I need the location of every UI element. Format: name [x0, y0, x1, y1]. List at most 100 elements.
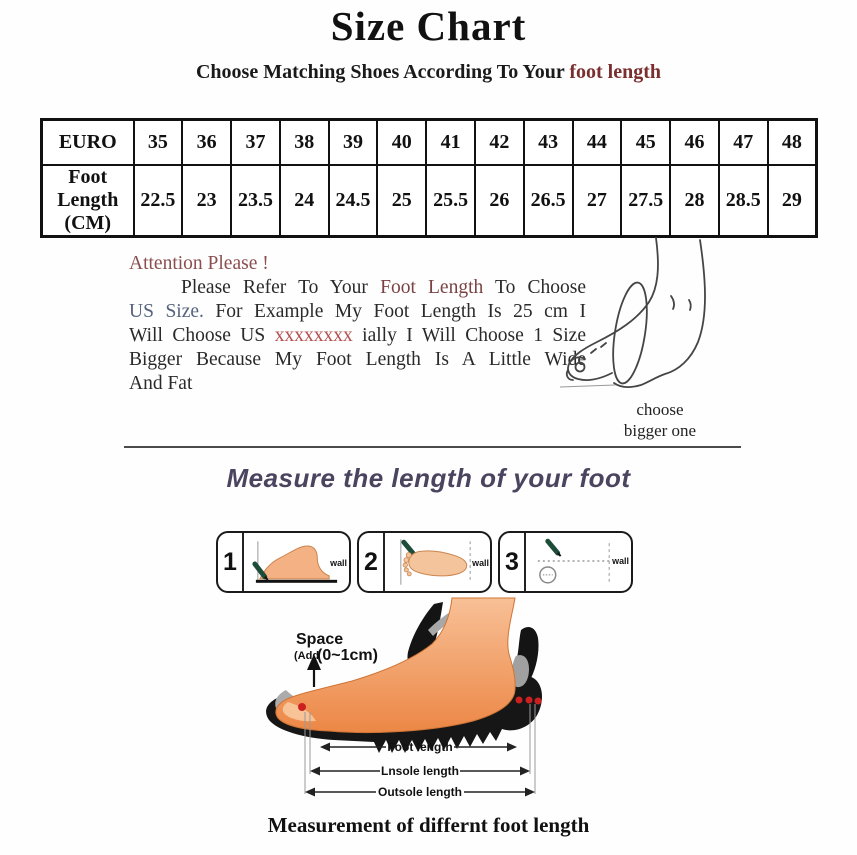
- space-label: Space: [296, 631, 343, 648]
- attention-line: US Size. For Example My Foot Length Is 2…: [129, 300, 586, 324]
- foot-sketch-ankle-tick: [670, 295, 692, 311]
- arrow-head: [520, 766, 530, 776]
- heel-marker-dot: [525, 696, 533, 704]
- foot-sketch-front-line: [567, 237, 659, 381]
- foot-length-label: Foot length: [387, 740, 452, 754]
- attention-heading: Attention Please !: [129, 253, 269, 274]
- table-row-euro: EURO 35 36 37 38 39 40 41 42 43 44 45 46…: [40, 118, 818, 166]
- table-cell: 25.5: [425, 163, 476, 237]
- bottom-caption: Measurement of differnt foot length: [267, 813, 590, 837]
- step-number: 2: [364, 547, 378, 576]
- step-number: 3: [505, 547, 519, 576]
- table-cell: 39: [327, 118, 379, 166]
- table-cell: 43: [522, 118, 574, 166]
- toe-bump: [402, 562, 408, 568]
- table-cell: 26.5: [522, 163, 574, 237]
- note-line: choose: [636, 400, 684, 419]
- table-cell: 46: [669, 118, 720, 166]
- subtitle-accent: foot length: [569, 61, 662, 83]
- attention-line: Please Refer To Your Foot Length To Choo…: [129, 276, 586, 300]
- tape-measure-icon: [539, 566, 557, 584]
- step-divider: [383, 533, 385, 591]
- attention-line: Will Choose US xxxxxxxx ially I Will Cho…: [129, 324, 586, 348]
- table-cell: 28.5: [717, 163, 769, 237]
- toe-marker-dot: [298, 703, 306, 711]
- table-cell: 28: [669, 163, 720, 237]
- foot-sketch-back-line: [613, 239, 706, 388]
- attention-line: And Fat: [129, 373, 193, 394]
- attention-text: Will Choose US: [129, 325, 275, 346]
- step-divider: [242, 533, 244, 591]
- foot-length-diagram: Space (Add (0~1cm) Foot length Lnsole le…: [266, 597, 542, 799]
- table-cell: 44: [571, 118, 623, 166]
- pen-tip: [556, 552, 562, 557]
- insole-length-label: Lnsole length: [381, 764, 459, 778]
- table-cell: 23.5: [230, 163, 281, 237]
- size-table: EURO 35 36 37 38 39 40 41 42 43 44 45 46…: [40, 118, 818, 238]
- baseline-bar: [255, 579, 338, 583]
- page-title: Size Chart: [330, 3, 527, 49]
- table-cell: 47: [717, 118, 769, 166]
- note-line: bigger one: [623, 421, 697, 440]
- attention-text-crossed: xxxxxxxx: [274, 325, 353, 346]
- foot-sketch-toe-curve: [569, 356, 586, 363]
- table-cell: 40: [376, 118, 428, 166]
- pointer-line: [560, 384, 616, 388]
- wall-label: wall: [329, 558, 347, 568]
- arrow-head: [507, 742, 517, 752]
- table-cell: 36: [181, 118, 233, 166]
- toe-bump: [405, 552, 412, 559]
- green-pen-icon: [545, 538, 561, 556]
- attention-text-us-size: US Size.: [129, 301, 204, 322]
- shoe-outsole: [266, 676, 542, 753]
- attention-text: Please Refer To Your: [181, 277, 381, 298]
- table-cell: 24: [278, 163, 330, 237]
- step-number: 1: [223, 547, 237, 576]
- arrow-head: [310, 766, 320, 776]
- step-2-illustration: wall: [400, 539, 489, 585]
- table-cell: 48: [766, 118, 818, 166]
- table-header-euro: EURO: [40, 118, 135, 166]
- table-cell: 41: [425, 118, 476, 166]
- table-cell: 24.5: [327, 163, 379, 237]
- wall-label: wall: [611, 556, 629, 566]
- green-pen-icon: [252, 561, 268, 580]
- space-arrow-head: [307, 654, 321, 670]
- arrow-head: [305, 787, 315, 797]
- toe-bump: [403, 567, 409, 573]
- section-divider: [124, 446, 741, 448]
- subtitle: Choose Matching Shoes According To Your …: [0, 61, 857, 84]
- wall-label: wall: [471, 558, 489, 568]
- measuring-steps-row: 1 wall 2: [216, 531, 633, 593]
- table-cell: 27: [571, 163, 623, 237]
- toe-bump: [403, 557, 410, 563]
- table-cell: 23: [181, 163, 233, 237]
- attention-text: For Example My Foot Length Is 25 cm I: [203, 301, 586, 322]
- foot-sketch-toe-crease: [590, 342, 607, 354]
- foot-sketch-big-toe: [574, 361, 586, 373]
- toe-highlight: [282, 702, 316, 722]
- attention-line: Bigger Because My Foot Length Is A Littl…: [129, 349, 586, 370]
- insole-heel-patch: [511, 655, 529, 688]
- table-cell: 29: [766, 163, 818, 237]
- foot-sole-shape: [408, 550, 468, 577]
- toe-bump: [406, 571, 412, 577]
- measure-section-heading: Measure the length of your foot: [226, 463, 631, 493]
- row-label-line: Length: [57, 188, 119, 211]
- attention-text: To Choose: [483, 277, 587, 298]
- heel-marker-dot: [534, 697, 542, 705]
- row-label-line: (CM): [64, 211, 112, 234]
- table-cell: 45: [620, 118, 672, 166]
- green-pen-icon: [401, 539, 417, 557]
- attention-block: Attention Please ! Please Refer To Your …: [129, 252, 586, 396]
- table-header-foot-length: Foot Length (CM): [40, 163, 135, 237]
- shoe-front-band: [407, 602, 443, 670]
- table-cell: 27.5: [620, 163, 672, 237]
- foot-sketch-toe-curve: [565, 369, 574, 381]
- table-cell: 26: [473, 163, 525, 237]
- table-row-foot-length: Foot Length (CM) 22.5 23 23.5 24 24.5 25…: [40, 163, 818, 237]
- measuring-tape-loop: [612, 281, 648, 385]
- table-cell: 38: [278, 118, 330, 166]
- attention-text-highlight: Foot Length: [380, 277, 484, 298]
